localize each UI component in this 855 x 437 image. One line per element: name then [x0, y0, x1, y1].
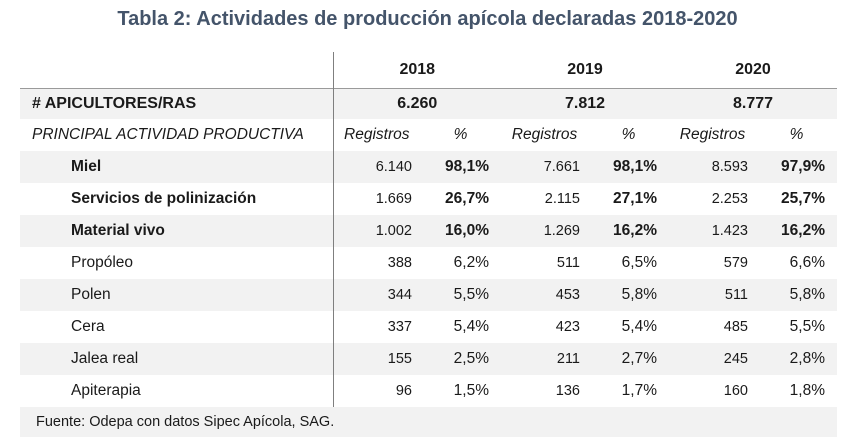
percent-header: %: [789, 126, 804, 143]
beekeeping-activities-table: 2018 2019 2020 # APICULTORES/RAS 6.260 7…: [20, 52, 837, 437]
activity-label: Apiterapia: [20, 375, 334, 407]
activity-label: Jalea real: [20, 343, 334, 375]
registros-cell: 511: [669, 279, 756, 311]
source-note: Fuente: Odepa con datos Sipec Apícola, S…: [20, 407, 837, 437]
apicultores-label: # APICULTORES/RAS: [20, 88, 334, 119]
year-header: 2018: [399, 61, 436, 78]
percent-cell: 26,7%: [445, 190, 489, 207]
apicultores-row: # APICULTORES/RAS 6.260 7.812 8.777: [20, 88, 837, 119]
registros-cell: 388: [387, 255, 412, 271]
percent-cell: 5,8%: [756, 279, 837, 311]
registros-cell: 579: [723, 255, 748, 271]
percent-cell: 16,2%: [756, 215, 837, 247]
registros-cell: 1.269: [501, 215, 588, 247]
registros-cell: 211: [501, 343, 588, 375]
registros-cell: 8.593: [669, 151, 756, 183]
table-row: Polen 344 5,5% 453 5,8% 511 5,8%: [20, 279, 837, 311]
registros-cell: 245: [669, 343, 756, 375]
year-header-row: 2018 2019 2020: [20, 52, 837, 89]
activity-label: Servicios de polinización: [20, 183, 334, 215]
registros-cell: 344: [333, 279, 420, 311]
registros-cell: 337: [387, 319, 412, 335]
registros-header: Registros: [511, 126, 578, 143]
year-header: 2020: [735, 61, 771, 78]
source-row: Fuente: Odepa con datos Sipec Apícola, S…: [20, 407, 837, 437]
percent-cell: 16,2%: [588, 215, 669, 247]
percent-cell: 5,5%: [789, 318, 825, 335]
percent-cell: 25,7%: [781, 190, 825, 207]
percent-cell: 2,8%: [756, 343, 837, 375]
activity-label: Cera: [20, 311, 334, 343]
percent-cell: 98,1%: [588, 151, 669, 183]
apicultores-value: 8.777: [669, 88, 837, 119]
percent-cell: 16,0%: [420, 215, 501, 247]
registros-cell: 453: [501, 279, 588, 311]
table-row: Apiterapia 96 1,5% 136 1,7% 160 1,8%: [20, 375, 837, 407]
percent-cell: 27,1%: [613, 190, 657, 207]
percent-cell: 5,4%: [453, 318, 489, 335]
registros-header: Registros: [679, 126, 746, 143]
percent-cell: 6,2%: [453, 254, 489, 271]
activity-label: Propóleo: [20, 247, 334, 279]
percent-cell: 1,5%: [453, 382, 489, 399]
table-row: Jalea real 155 2,5% 211 2,7% 245 2,8%: [20, 343, 837, 375]
percent-cell: 2,7%: [588, 343, 669, 375]
registros-cell: 423: [555, 319, 580, 335]
registros-cell: 511: [556, 255, 580, 271]
registros-cell: 6.140: [333, 151, 420, 183]
registros-header: Registros: [344, 126, 410, 143]
subheader-row: PRINCIPAL ACTIVIDAD PRODUCTIVA Registros…: [20, 119, 837, 151]
registros-cell: 1.669: [375, 191, 412, 207]
registros-cell: 160: [723, 383, 748, 399]
table-row: Miel 6.140 98,1% 7.661 98,1% 8.593 97,9%: [20, 151, 837, 183]
percent-header: %: [453, 126, 468, 143]
percent-cell: 6,5%: [621, 254, 657, 271]
activity-label: Material vivo: [20, 215, 334, 247]
percent-cell: 97,9%: [756, 151, 837, 183]
registros-cell: 485: [723, 319, 748, 335]
registros-cell: 136: [555, 383, 580, 399]
percent-cell: 1,8%: [789, 382, 825, 399]
activity-label: Polen: [20, 279, 334, 311]
registros-cell: 155: [333, 343, 420, 375]
registros-cell: 2.253: [711, 191, 748, 207]
registros-cell: 1.002: [333, 215, 420, 247]
registros-cell: 1.423: [669, 215, 756, 247]
registros-cell: 2.115: [544, 191, 580, 207]
registros-cell: 7.661: [501, 151, 588, 183]
table-row: Material vivo 1.002 16,0% 1.269 16,2% 1.423 16…: [20, 215, 837, 247]
table-row: Propóleo 388 6,2% 511 6,5% 579 6,6%: [20, 247, 837, 279]
registros-cell: 96: [395, 383, 412, 399]
percent-cell: 5,5%: [420, 279, 501, 311]
empty-header-cell: [20, 52, 334, 89]
table-row: Servicios de polinización 1.669 26,7% 2.115…: [20, 183, 837, 215]
percent-header: %: [621, 126, 636, 143]
table-row: Cera 337 5,4% 423 5,4% 485 5,5%: [20, 311, 837, 343]
percent-cell: 5,4%: [621, 318, 657, 335]
percent-cell: 1,7%: [621, 382, 657, 399]
percent-cell: 6,6%: [789, 254, 825, 271]
percent-cell: 2,5%: [420, 343, 501, 375]
activity-column-header: PRINCIPAL ACTIVIDAD PRODUCTIVA: [20, 119, 334, 151]
activity-label: Miel: [20, 151, 334, 183]
year-header: 2019: [567, 61, 603, 78]
percent-cell: 98,1%: [420, 151, 501, 183]
apicultores-value: 6.260: [333, 88, 501, 119]
table-title: Tabla 2: Actividades de producción apíco…: [117, 8, 738, 30]
apicultores-value: 7.812: [501, 88, 669, 119]
percent-cell: 5,8%: [588, 279, 669, 311]
